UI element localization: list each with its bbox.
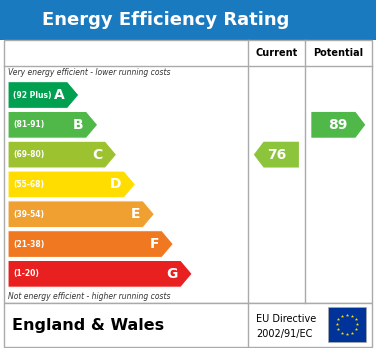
Text: (69-80): (69-80) [13, 150, 44, 159]
Polygon shape [8, 201, 155, 228]
Polygon shape [311, 112, 365, 138]
Polygon shape [8, 82, 79, 109]
Text: 89: 89 [329, 118, 348, 132]
Text: (39-54): (39-54) [13, 210, 44, 219]
Text: G: G [167, 267, 178, 281]
Text: (92 Plus): (92 Plus) [13, 90, 52, 100]
Text: A: A [54, 88, 65, 102]
Text: B: B [73, 118, 83, 132]
Text: C: C [92, 148, 102, 161]
Polygon shape [8, 231, 173, 258]
Bar [328, 307, 366, 342]
Polygon shape [8, 141, 117, 168]
Bar [0, 0, 376, 40]
Text: (1-20): (1-20) [13, 269, 39, 278]
Text: EU Directive: EU Directive [256, 314, 317, 324]
Text: (21-38): (21-38) [13, 239, 44, 248]
Text: D: D [110, 177, 121, 191]
Polygon shape [254, 142, 299, 167]
Text: England & Wales: England & Wales [12, 318, 164, 333]
Text: Energy Efficiency Rating: Energy Efficiency Rating [42, 11, 289, 29]
Text: (81-91): (81-91) [13, 120, 44, 129]
Text: E: E [130, 207, 140, 221]
Polygon shape [8, 260, 192, 287]
Text: Very energy efficient - lower running costs: Very energy efficient - lower running co… [8, 68, 170, 77]
Text: Potential: Potential [313, 48, 363, 58]
Text: (55-68): (55-68) [13, 180, 44, 189]
Polygon shape [8, 111, 98, 138]
Polygon shape [8, 171, 135, 198]
Bar [4, 303, 372, 347]
Text: 76: 76 [267, 148, 286, 161]
Text: Not energy efficient - higher running costs: Not energy efficient - higher running co… [8, 292, 170, 301]
Text: F: F [150, 237, 159, 251]
Bar [4, 40, 372, 303]
Text: Current: Current [255, 48, 297, 58]
Text: 2002/91/EC: 2002/91/EC [256, 329, 312, 339]
